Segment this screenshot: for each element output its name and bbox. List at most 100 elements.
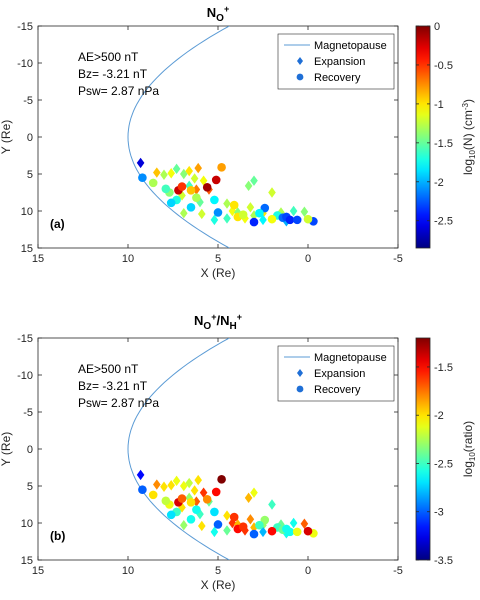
recovery-point: [213, 520, 223, 529]
title-sub: O: [203, 321, 211, 332]
recovery-point: [260, 203, 270, 213]
expansion-point: [160, 169, 168, 180]
colorbar: 0 -0.5 -1 -1.5 -2 -2.5 log10(N) (cm-3): [415, 21, 477, 249]
y-tick-label: 15: [21, 243, 33, 255]
recovery-point: [267, 526, 277, 536]
y-tick-label: 5: [27, 169, 33, 181]
annotation-1: Bz= -3.21 nT: [78, 379, 148, 393]
x-tick-label: 0: [305, 565, 311, 577]
expansion-point: [210, 526, 219, 538]
expansion-point: [178, 502, 186, 513]
expansion-point: [167, 480, 175, 491]
legend: Magnetopause Expansion Recovery: [277, 33, 395, 90]
recovery-point: [285, 215, 295, 225]
expansion-point: [300, 518, 309, 529]
recovery-point: [249, 217, 259, 227]
expansion-point: [268, 187, 276, 198]
y-tick-label: 0: [27, 444, 33, 456]
x-axis-label: X (Re): [201, 578, 236, 592]
annotation-2: Psw= 2.87 nPa: [78, 84, 159, 98]
x-axis-label: X (Re): [201, 266, 236, 280]
expansion-point: [198, 208, 206, 220]
expansion-point: [210, 214, 219, 226]
colorbar-tick-label: -1.5: [434, 362, 453, 374]
recovery-point: [210, 195, 219, 205]
x-tick-label: 15: [32, 253, 44, 265]
recovery-point: [166, 198, 176, 208]
colorbar: -1.5 -2 -2.5 -3 -3.5 log10(ratio): [415, 337, 477, 567]
recovery-point: [292, 215, 302, 225]
expansion-point: [172, 475, 181, 487]
chart-title: NO+/NH+: [194, 312, 242, 332]
colorbar-label-part: log: [461, 159, 475, 175]
expansion-point: [185, 180, 193, 192]
recovery-point: [148, 490, 158, 500]
legend-magnetopause-label: Magnetopause: [314, 352, 387, 364]
title-sub2: H: [229, 321, 236, 332]
colorbar-label-sub: 10: [468, 452, 477, 461]
legend-box: [277, 33, 395, 90]
recovery-point: [202, 183, 212, 192]
expansion-point: [160, 481, 168, 492]
legend-expansion-marker: [297, 369, 303, 377]
colorbar-tick-label: -2.5: [434, 216, 453, 228]
chart-title: NO+: [207, 4, 229, 24]
colorbar-bar: [415, 337, 431, 561]
annotation-0: AE>500 nT: [78, 362, 139, 376]
expansion-point: [300, 206, 309, 217]
recovery-point: [217, 163, 226, 172]
recovery-point: [229, 512, 239, 522]
recovery-point: [161, 496, 171, 506]
recovery-point: [285, 527, 295, 537]
recovery-point: [238, 522, 248, 531]
recovery-point: [292, 527, 302, 537]
recovery-point: [148, 178, 158, 188]
magnetopause-line: [127, 338, 230, 560]
recovery-point: [213, 208, 223, 217]
recovery-point: [138, 485, 147, 495]
expansion-point: [199, 487, 208, 498]
y-tick-label: 0: [27, 132, 33, 144]
annotation-2: Psw= 2.87 nPa: [78, 396, 159, 410]
annotation-0: AE>500 nT: [78, 50, 139, 64]
legend-recovery-marker: [296, 385, 304, 393]
expansion-point: [153, 479, 161, 490]
expansion-point: [246, 202, 255, 213]
colorbar-tick-label: -0.5: [434, 60, 453, 72]
expansion-point: [244, 180, 253, 192]
expansion-point: [180, 480, 188, 492]
expansion-point: [223, 510, 231, 521]
recovery-point: [192, 193, 201, 202]
y-tick-label: -10: [17, 370, 33, 382]
y-tick-label: -10: [17, 58, 33, 70]
colorbar-tick-label: 0: [434, 21, 440, 33]
expansion-point: [289, 517, 298, 529]
x-tick-label: 15: [32, 565, 44, 577]
expansion-point: [199, 175, 208, 186]
colorbar-label: log10(ratio): [461, 421, 477, 477]
recovery-point: [255, 208, 264, 218]
expansion-point: [244, 492, 253, 504]
legend-magnetopause-label: Magnetopause: [314, 40, 387, 52]
title-sup: +: [211, 312, 216, 322]
colorbar-label-sub: 10: [468, 150, 477, 159]
expansion-point: [223, 198, 231, 209]
recovery-point: [303, 214, 313, 224]
recovery-point: [177, 182, 187, 191]
expansion-point: [234, 207, 242, 218]
expansion-point: [198, 520, 206, 532]
expansion-point: [259, 214, 267, 226]
x-tick-label: 5: [215, 253, 221, 265]
recovery-point: [161, 184, 171, 194]
recovery-point: [303, 526, 313, 536]
recovery-point: [202, 495, 212, 504]
expansion-point: [172, 163, 181, 175]
y-tick-label: -15: [17, 21, 33, 33]
expansion-point: [180, 168, 188, 180]
recovery-point: [138, 173, 147, 182]
expansion-point: [180, 208, 188, 219]
plot-content: [127, 26, 318, 248]
expansion-point: [259, 526, 267, 538]
y-tick-label: -5: [23, 407, 33, 419]
